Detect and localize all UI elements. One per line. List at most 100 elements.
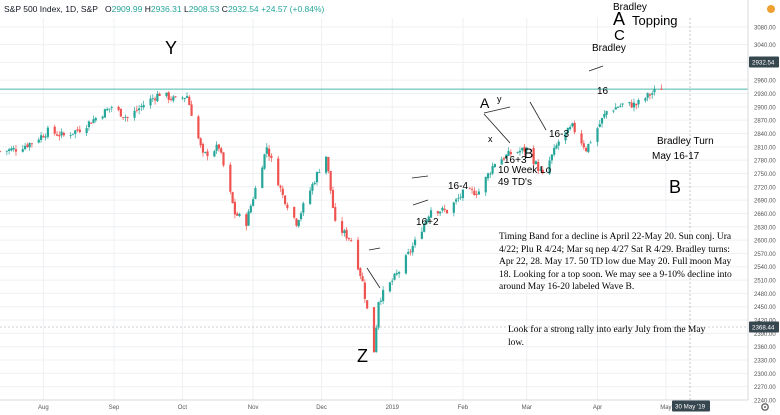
price-tick-label: 2300.00 (754, 372, 776, 378)
price-tags: 2932.54 2368.44 30 May '19 (0, 18, 779, 412)
candle-body (505, 154, 508, 159)
price-tick-label: 2780.00 (754, 159, 776, 165)
price-tick-label: 2690.00 (754, 199, 776, 205)
candle-body (286, 204, 289, 209)
candle-body (598, 124, 601, 127)
time-tick-label: 2019 (386, 405, 400, 411)
candle-body (454, 199, 458, 202)
candle-body (297, 220, 300, 227)
candle-body (12, 147, 15, 150)
candle-body (509, 151, 512, 155)
candle-body (39, 135, 43, 140)
candle-body (489, 173, 492, 175)
candle-body (94, 117, 97, 121)
candle-body (350, 240, 353, 242)
candle-body (651, 93, 654, 95)
candle-body (254, 188, 257, 199)
settings-gear-icon[interactable] (761, 403, 769, 411)
candle-body (76, 129, 79, 131)
price-tick-label: 2960.00 (754, 79, 776, 85)
candle-body (377, 302, 380, 328)
cursor-price-tag-bg (749, 321, 779, 333)
candle-body (580, 133, 583, 144)
candle-body (459, 196, 462, 198)
candle-body (439, 211, 442, 214)
ohlc-header: S&P 500 Index, 1D, S&P O2909.99 H2936.31… (4, 4, 324, 14)
label-b-big: B (669, 177, 682, 197)
candle-body (299, 213, 303, 220)
cursor-date-tag: 30 May '19 (675, 404, 706, 411)
low-label: L (183, 4, 189, 14)
candle-body (37, 139, 40, 143)
candle-body (149, 98, 152, 106)
candle-body (518, 150, 522, 153)
close-value: 2932.54 (227, 4, 259, 14)
candle-body (325, 156, 328, 173)
open-value: 2909.99 (111, 4, 143, 14)
candle-body (587, 143, 590, 153)
candle-body (413, 239, 417, 246)
candle-body (14, 149, 18, 152)
candle-body (393, 273, 396, 280)
candle-body (140, 106, 143, 108)
candle-body (566, 127, 569, 134)
price-tick-label: 2330.00 (754, 359, 776, 365)
candle-body (379, 300, 382, 302)
candle-body (247, 211, 250, 226)
candle-body (564, 132, 567, 141)
price-tick-label: 2360.00 (754, 345, 776, 351)
candle-body (62, 132, 65, 136)
candle-body (395, 273, 398, 275)
candle-body (23, 145, 27, 150)
candle-body (69, 135, 72, 136)
price-tick-label: 2810.00 (754, 145, 776, 151)
candle-body (397, 272, 401, 274)
candle-body (0, 151, 2, 152)
price-tick-label: 2570.00 (754, 252, 776, 258)
candle-body (493, 164, 496, 168)
candle-body (425, 219, 428, 225)
candle-body (359, 268, 362, 276)
candle-body (331, 190, 335, 208)
candle-body (90, 122, 93, 124)
label-bradley-top: Bradley (613, 2, 647, 13)
high-value: 2936.31 (150, 4, 182, 14)
open-label: O (104, 4, 112, 14)
candle-body (486, 173, 490, 179)
candle-body (58, 134, 61, 137)
candle-body (295, 218, 298, 226)
wave-line (483, 106, 511, 114)
time-axis[interactable]: Aug Sep Oct Nov Dec 2019 Feb Mar Apr May (0, 399, 748, 411)
time-tick-label: Dec (316, 405, 327, 411)
wave-line (411, 175, 429, 179)
last-price-tag: 2932.54 (752, 60, 775, 67)
price-tick-label: 2480.00 (754, 292, 776, 298)
candle-body (71, 133, 75, 135)
candle-body (388, 282, 392, 292)
candle-body (569, 126, 572, 130)
wave-line (483, 113, 511, 144)
candle-body (270, 155, 273, 158)
price-axis[interactable]: 2240.00 2270.00 2300.00 2330.00 2360.00 2390.… (747, 0, 780, 415)
label-z: Z (357, 346, 368, 366)
candle-body (589, 142, 592, 144)
time-tick-label: Mar (522, 405, 532, 411)
candle-body (345, 229, 348, 239)
cursor-price-tag: 2368.44 (752, 325, 775, 332)
candle-body (475, 194, 478, 195)
alert-dot-icon[interactable] (767, 5, 775, 13)
candle-body (5, 150, 8, 152)
candle-body (436, 211, 439, 214)
candle-body (302, 203, 305, 213)
candle-body (117, 106, 120, 110)
price-axis-bg (748, 0, 780, 415)
candle-body (85, 128, 88, 133)
symbol-title[interactable]: S&P 500 Index, 1D, S&P (4, 4, 98, 14)
candle-body (600, 117, 604, 124)
candle-body (110, 107, 113, 109)
candles (0, 84, 663, 353)
candle-body (356, 239, 360, 270)
candle-body (101, 116, 104, 119)
candle-body (329, 170, 332, 191)
